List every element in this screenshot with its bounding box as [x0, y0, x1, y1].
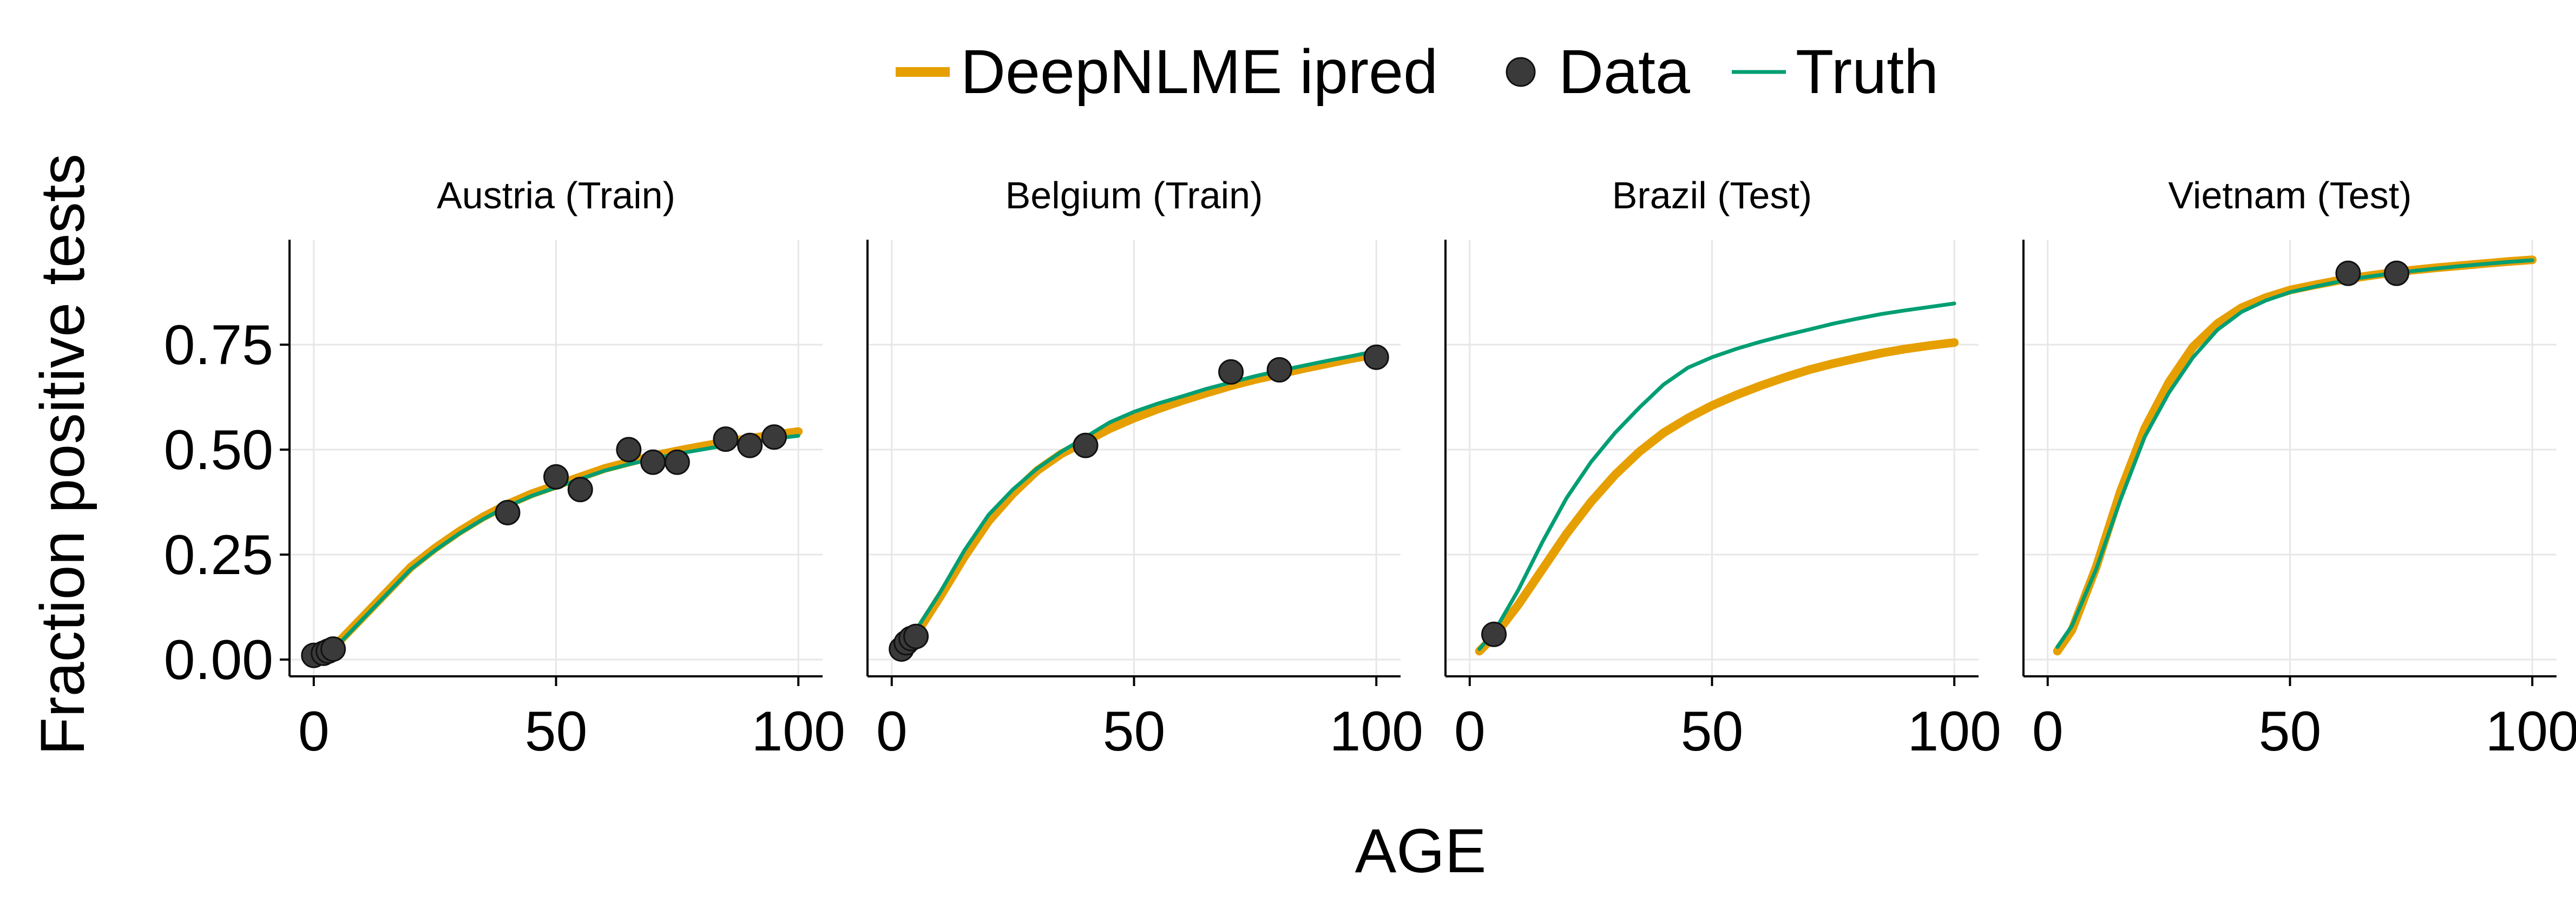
panel-title: Brazil (Test) [1612, 174, 1812, 216]
x-tick-label: 0 [2032, 700, 2064, 763]
legend-label-ipred: DeepNLME ipred [961, 37, 1438, 107]
panel-title: Belgium (Train) [1006, 174, 1263, 216]
x-tick-label: 100 [2485, 700, 2576, 763]
data-point [1218, 359, 1244, 385]
y-axis-title: Fraction positive tests [28, 154, 97, 755]
x-tick-label: 0 [876, 700, 908, 763]
x-tick-label: 50 [1103, 700, 1166, 763]
truth-line [2055, 258, 2534, 649]
ipred-line [1475, 338, 1959, 656]
x-tick-label: 0 [298, 700, 330, 763]
x-tick-label: 50 [2259, 700, 2322, 763]
y-tick-label: 0.50 [164, 419, 273, 482]
data-point [567, 477, 593, 503]
data-point [616, 437, 642, 463]
y-tick-label: 0.00 [164, 629, 273, 691]
panel-4: 0 50 100 Vietnam (Test) [2022, 174, 2576, 763]
legend-data-swatch [1506, 57, 1536, 87]
legend: DeepNLME ipred Data Truth [896, 37, 1938, 107]
panel-1: 0 50 100 0.00 0.25 0.50 0.75 Austria (Train) [164, 174, 845, 763]
x-tick-label: 100 [1329, 700, 1423, 763]
data-point [737, 432, 763, 458]
panel-title: Vietnam (Test) [2168, 174, 2412, 216]
data-point [1363, 344, 1389, 370]
y-tick-label: 0.25 [164, 524, 273, 587]
x-tick-label: 100 [751, 700, 845, 763]
data-point [543, 464, 569, 490]
data-point [1481, 621, 1507, 647]
data-point [495, 499, 521, 525]
truth-line [899, 349, 1378, 651]
data-point [2384, 260, 2409, 286]
y-tick-label: 0.75 [164, 314, 273, 377]
x-tick-label: 100 [1907, 700, 2001, 763]
data-point [713, 426, 739, 452]
x-tick-label: 50 [525, 700, 588, 763]
x-tick-label: 0 [1454, 700, 1486, 763]
x-tick-label: 50 [1681, 700, 1744, 763]
truth-line [1477, 301, 1956, 651]
data-point [320, 636, 346, 662]
data-point [2335, 260, 2361, 286]
data-point [1073, 432, 1099, 458]
panel-title: Austria (Train) [437, 174, 675, 216]
data-point [640, 449, 666, 475]
legend-label-truth: Truth [1796, 37, 1938, 107]
data-point [761, 424, 787, 450]
panel-3: 0 50 100 Brazil (Test) [1444, 174, 2001, 763]
ipred-line [2053, 255, 2537, 656]
panels-container: 0 50 100 0.00 0.25 0.50 0.75 Austria (Train) 0 50… [164, 174, 2576, 763]
x-axis-title: AGE [1355, 816, 1487, 886]
legend-label-data: Data [1559, 37, 1690, 107]
data-point [1266, 357, 1292, 383]
panel-2: 0 50 100 Belgium (Train) [866, 174, 1423, 763]
data-point [664, 449, 690, 475]
ipred-line [897, 350, 1381, 656]
data-point [903, 623, 929, 649]
